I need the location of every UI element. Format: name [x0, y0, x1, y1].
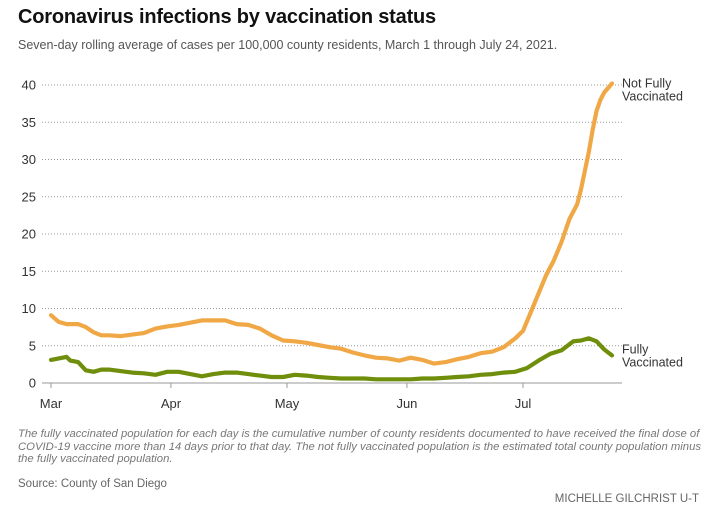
- y-tick-label: 10: [22, 301, 36, 316]
- source-line: Source: County of San Diego: [18, 478, 167, 490]
- y-tick-label: 30: [22, 152, 36, 167]
- series-label: Vaccinated: [622, 355, 683, 369]
- y-tick-label: 0: [29, 376, 36, 391]
- series-line-not-fully-vaccinated: [48, 81, 615, 366]
- x-tick-label: Jun: [396, 396, 417, 411]
- x-tick-label: May: [275, 396, 300, 411]
- x-tick-label: Mar: [40, 396, 63, 411]
- x-tick-label: Jul: [515, 396, 532, 411]
- y-tick-label: 15: [22, 264, 36, 279]
- y-tick-label: 40: [22, 78, 36, 93]
- series-lines: [48, 81, 615, 382]
- series-label: Vaccinated: [622, 90, 683, 104]
- methodology-note: The fully vaccinated population for each…: [18, 428, 702, 465]
- series-label: Not Fully: [622, 77, 672, 91]
- x-tick-label: Apr: [161, 396, 182, 411]
- chart-title: Coronavirus infections by vaccination st…: [18, 6, 436, 28]
- series-line-fully-vaccinated: [48, 336, 615, 382]
- chart-subtitle: Seven-day rolling average of cases per 1…: [18, 38, 558, 52]
- y-tick-label: 35: [22, 115, 36, 130]
- y-tick-label: 20: [22, 227, 36, 242]
- credit-line: MICHELLE GILCHRIST U-T: [554, 493, 699, 505]
- y-tick-label: 25: [22, 189, 36, 204]
- series-label: Fully: [622, 342, 649, 356]
- x-axis-ticks: Mar Apr May Jun Jul: [40, 383, 532, 411]
- y-tick-label: 5: [29, 338, 36, 353]
- y-axis-ticks: 0 5 10 15 20 25 30 35 40: [22, 78, 36, 391]
- gridlines: [42, 84, 622, 347]
- line-chart: 0 5 10 15 20 25 30 35 40 Mar Apr May Jun Jul Not Ful…: [22, 77, 683, 411]
